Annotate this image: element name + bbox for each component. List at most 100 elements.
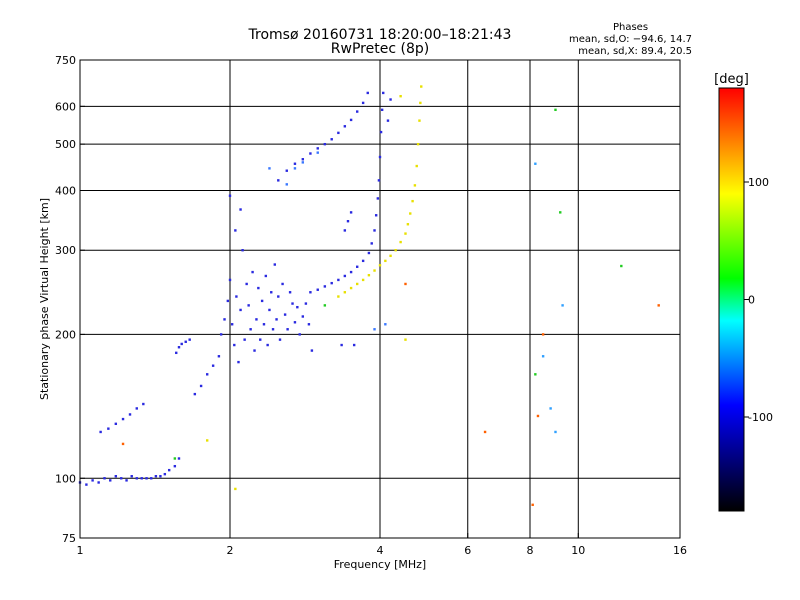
data-point [219,333,223,336]
data-point [278,338,282,341]
data-point [483,430,487,434]
data-point [177,457,181,460]
data-point [352,343,356,347]
data-point [230,323,234,326]
data-point [323,304,327,307]
y-tick-label: 100 [55,472,76,485]
data-point [121,442,125,446]
data-point [150,477,153,480]
data-point [107,427,110,430]
data-point [239,308,242,312]
data-point [205,439,209,442]
data-point [271,328,275,331]
data-point [266,343,269,347]
data-point [379,130,383,134]
data-point [277,295,280,298]
data-point [541,355,545,358]
data-point [193,392,197,396]
data-point [409,212,412,215]
data-point [404,232,407,235]
data-point [549,407,552,410]
data-point [406,223,410,226]
y-axis-label: Stationary phase Virtual Height [km] [38,198,51,400]
data-point [234,487,237,491]
data-point [378,264,382,267]
data-point [255,318,258,321]
phases-title: Phases [612,22,649,33]
tick-layer: 1 2 4 6 8 10 16 75 100 200 300 400 500 600 750 [55,54,687,557]
data-point [237,360,240,364]
data-point [283,313,287,316]
data-point [301,315,305,318]
data-point [114,475,118,478]
data-point [259,338,262,341]
data-point [355,110,359,113]
data-point [304,302,308,305]
data-point [301,161,305,164]
data-point [228,194,232,197]
phases-line-o: mean, sd,O: −94.6, 14.7 [569,34,692,45]
data-point [217,355,221,358]
data-point [235,295,238,298]
data-point [245,282,248,286]
data-point [154,475,158,478]
data-point [404,338,407,341]
y-tick-label: 200 [55,328,76,341]
data-point [382,91,385,95]
y-tick-label: 400 [55,184,76,197]
data-point [620,264,623,268]
data-point [384,323,387,326]
data-point [223,318,226,321]
data-point [91,479,94,482]
data-point [373,229,376,232]
data-point [173,464,177,468]
data-point [293,167,297,170]
data-point [349,270,353,274]
data-point [316,151,319,154]
data-point [416,142,420,146]
data-point [561,304,564,307]
data-point [262,323,266,326]
data-point [140,477,143,480]
data-point [286,328,289,331]
data-point [559,211,562,214]
data-point [349,286,353,290]
data-point [389,98,392,101]
data-point [309,152,312,155]
data-point [97,481,100,484]
data-point [277,179,280,182]
data-point [142,402,145,406]
data-point [251,270,254,274]
phases-line-x: mean, sd,X: 89.4, 20.5 [578,46,692,57]
data-point [361,259,365,263]
data-point [145,477,148,480]
data-point [285,169,288,172]
data-point [103,477,106,480]
data-point [298,333,301,336]
data-point [260,299,264,303]
data-point [184,340,187,343]
data-point [241,249,244,252]
colorbar: 100 0 -100 [deg] [714,72,773,512]
data-point [536,414,540,418]
data-point [389,254,392,258]
data-point [296,305,299,309]
data-point [273,263,276,266]
data-point [355,282,359,286]
data-point [128,413,132,416]
data-point [343,291,347,294]
x-axis-label: Frequency [MHz] [334,558,426,571]
data-point [173,457,177,460]
data-point [399,240,402,244]
data-point [394,249,397,252]
grid-layer [80,60,680,538]
data-point [349,211,353,214]
data-point [343,125,347,128]
data-point [268,167,271,170]
data-point [343,229,347,232]
y-tick-label: 300 [55,244,76,257]
data-point [233,343,236,347]
data-point [243,338,246,341]
data-point [534,162,537,165]
data-point [159,475,162,478]
